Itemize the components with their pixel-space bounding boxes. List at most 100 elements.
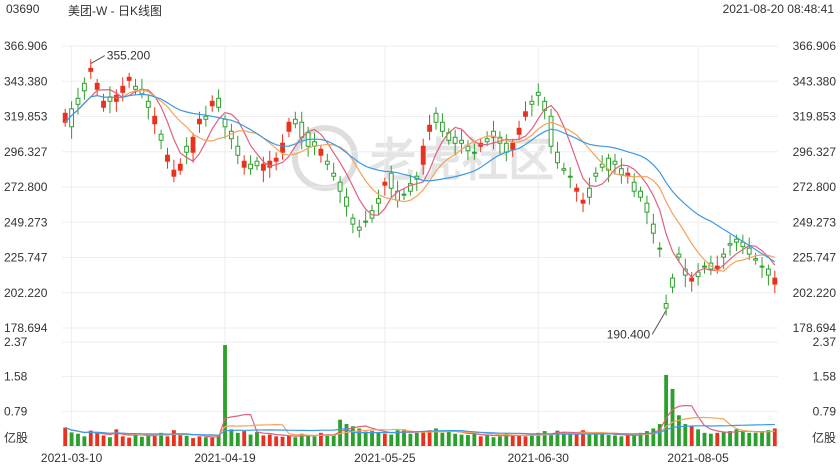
candle-body	[503, 142, 509, 153]
candle-body	[81, 82, 87, 92]
candle-body	[388, 172, 394, 189]
volume-bar	[280, 436, 285, 446]
candle	[759, 257, 765, 279]
y-tick-label-right: 319.853	[793, 110, 837, 124]
candle	[350, 213, 356, 234]
volume-bar	[248, 434, 253, 446]
candle	[644, 195, 650, 225]
volume-bar	[76, 433, 80, 446]
candle	[689, 272, 695, 292]
candle	[529, 95, 535, 117]
candle	[593, 167, 599, 183]
volume-bar	[267, 434, 272, 446]
candle-body	[676, 253, 682, 258]
volume-bar	[670, 388, 675, 446]
volume-bar	[491, 437, 496, 446]
candle	[216, 89, 222, 112]
candle-body	[248, 163, 254, 170]
y-tick-label-left: 296.327	[4, 145, 48, 159]
candle	[433, 107, 439, 130]
volume-bar	[338, 419, 343, 446]
candle	[427, 114, 433, 141]
candle-body	[113, 94, 119, 102]
candle	[363, 210, 369, 228]
candle	[465, 140, 471, 160]
volume-bar	[721, 431, 726, 446]
candle-body	[145, 100, 151, 108]
candle	[382, 177, 388, 196]
candle-body	[753, 258, 759, 261]
candle-body	[126, 76, 132, 81]
candle	[145, 95, 151, 120]
volume-bar	[568, 433, 573, 446]
ma20-line	[64, 93, 776, 263]
volume-ma10-line	[64, 416, 775, 437]
volume-bar	[389, 434, 394, 446]
volume-bar	[210, 437, 215, 446]
volume-bar	[274, 436, 279, 446]
candle-body	[337, 181, 343, 192]
volume-tick-label-left: 0.79	[4, 404, 28, 418]
candle-body	[94, 82, 100, 90]
candle	[126, 72, 132, 88]
candle	[356, 219, 362, 238]
low-annotation-leader	[651, 310, 667, 335]
volume-bar	[139, 436, 144, 446]
volume-bar	[689, 426, 694, 446]
volume-tick-label-left: 1.58	[4, 370, 28, 384]
chart-title: 美团-W - 日K线图	[68, 4, 162, 18]
volume-bar	[427, 430, 432, 446]
candle-body	[638, 190, 643, 198]
candle-body	[427, 124, 433, 132]
candle-body	[273, 157, 279, 162]
y-tick-label-right: 343.380	[793, 74, 837, 88]
candle-body	[88, 67, 94, 72]
candle	[158, 129, 164, 150]
candle	[267, 150, 273, 178]
volume-bar	[517, 435, 522, 446]
volume-bar	[101, 435, 106, 446]
volume-bar	[127, 437, 132, 446]
x-tick-label: 2021-05-25	[354, 451, 416, 465]
candle-body	[158, 133, 164, 141]
volume-bar	[497, 436, 502, 446]
volume-bar	[734, 429, 739, 446]
candle-body	[382, 181, 388, 186]
y-tick-label-right: 296.327	[793, 145, 837, 159]
candle	[209, 95, 215, 112]
volume-bar	[203, 437, 208, 446]
candle-body	[574, 187, 580, 192]
candle	[567, 167, 573, 189]
candle-body	[101, 100, 106, 108]
candle-body	[209, 100, 215, 107]
x-tick-label: 2021-04-19	[194, 451, 256, 465]
candle-body	[772, 277, 778, 285]
y-tick-label-left: 366.906	[4, 39, 48, 53]
volume-bar	[766, 430, 771, 446]
candle	[280, 134, 285, 160]
high-annotation-label: 355.200	[107, 49, 151, 63]
stock-code: 03690	[6, 2, 40, 16]
volume-bar	[357, 428, 362, 446]
candle	[695, 263, 701, 286]
candle-body	[689, 277, 695, 282]
candle	[657, 242, 663, 258]
candle	[171, 159, 177, 183]
volume-bar	[760, 431, 764, 446]
volume-bar	[536, 432, 541, 446]
volume-bar	[178, 434, 183, 446]
volume-bar	[184, 435, 189, 446]
volume-bar	[696, 429, 701, 446]
volume-bar	[747, 432, 752, 446]
candle	[491, 120, 496, 150]
volume-bar	[683, 424, 688, 446]
y-tick-label-left: 272.800	[4, 180, 48, 194]
y-tick-label-right: 272.800	[793, 180, 837, 194]
candle	[555, 141, 560, 169]
candle-body	[618, 168, 624, 176]
candle-body	[631, 181, 637, 192]
volume-bar	[242, 431, 247, 446]
candle-body	[171, 169, 177, 177]
volume-bar	[414, 432, 419, 446]
